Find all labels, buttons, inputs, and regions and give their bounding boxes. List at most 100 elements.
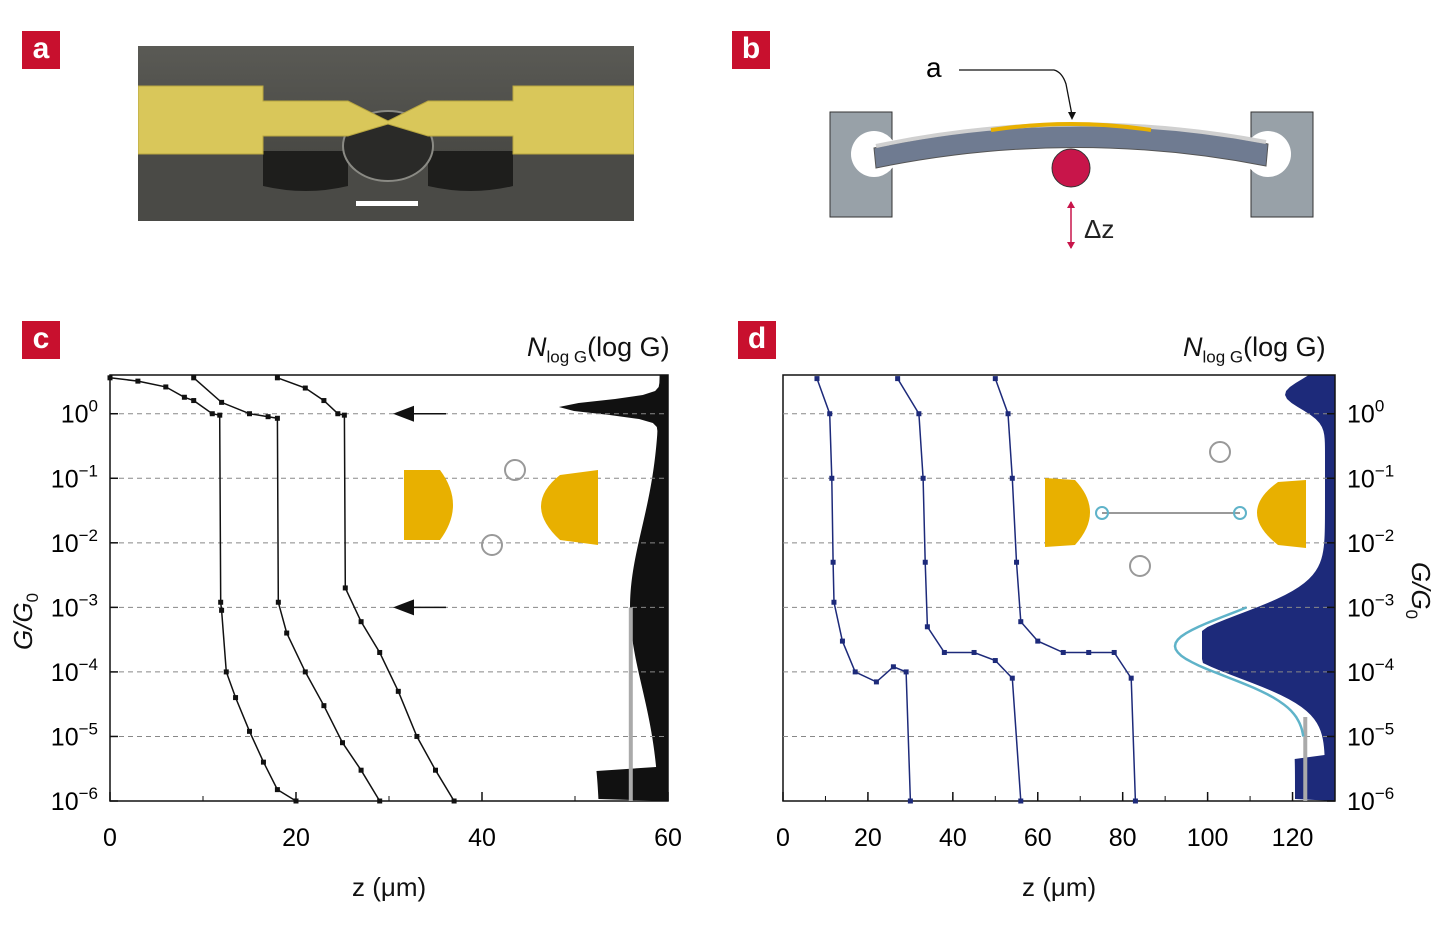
data-point-d: [1018, 798, 1024, 804]
data-point-d: [839, 638, 845, 644]
molecule-d-2: [1129, 555, 1151, 577]
histogram-c: [558, 375, 668, 801]
panel-label-c: c: [22, 321, 60, 359]
data-point-d: [1060, 649, 1066, 655]
gold-contact-strip: [990, 122, 1152, 132]
data-point-c: [260, 759, 266, 765]
data-point-d: [830, 559, 836, 565]
data-point-d: [1035, 638, 1041, 644]
data-point-c: [163, 384, 169, 390]
left-electrode-c: [404, 470, 453, 540]
data-point-c: [302, 385, 308, 391]
anchor-left-d: [1095, 506, 1109, 520]
data-point-d: [814, 376, 820, 382]
data-point-c: [342, 585, 348, 591]
y-tick-label-d: 10−4: [1347, 655, 1394, 687]
y-tick-label-d: 100: [1347, 397, 1384, 429]
y-tick-label-c: 10−5: [51, 719, 98, 751]
trace-d-1: [896, 378, 1022, 802]
data-point-c: [247, 728, 252, 734]
y-axis-title-c: G/G0: [8, 592, 43, 650]
data-point-c: [302, 669, 308, 675]
plot-frame-c: [109, 374, 669, 802]
arrow-at-1-head: [393, 405, 414, 422]
data-point-c: [135, 378, 141, 384]
y-tick-label-c: 10−1: [51, 461, 98, 493]
arrow-at-1e-3-head: [393, 599, 414, 616]
y-tick-label-d: 10−5: [1347, 719, 1394, 751]
data-point-c: [433, 767, 438, 773]
data-point-c: [451, 798, 457, 804]
x-axis-title-d: z (μm): [1022, 872, 1097, 902]
data-point-d: [1111, 649, 1117, 655]
data-point-d: [971, 649, 977, 655]
scale-bar: [356, 201, 418, 206]
y-tick-label-d: 10−2: [1347, 526, 1394, 558]
x-tick-label-c: 60: [654, 824, 682, 852]
hist-title-c: Nlog G(log G): [527, 332, 670, 367]
push-rod: [1051, 148, 1091, 188]
data-point-d: [1128, 675, 1134, 681]
data-point-d: [1132, 798, 1138, 804]
y-tick-label-c: 10−6: [51, 784, 98, 816]
data-point-d: [916, 411, 922, 417]
data-point-d: [895, 376, 901, 382]
delta-z-label: Δz: [1084, 214, 1114, 244]
left-electrode-d: [1045, 478, 1090, 547]
data-point-d: [920, 475, 926, 481]
trace-d-0: [816, 378, 912, 802]
right-electrode-d: [1257, 480, 1306, 548]
trace-c-0: [109, 377, 297, 802]
panel-label-a: a: [22, 31, 60, 69]
x-tick-label-d: 100: [1187, 824, 1229, 852]
y-tick-label-d: 10−3: [1347, 590, 1394, 622]
x-tick-label-c: 40: [468, 824, 496, 852]
data-point-d: [941, 649, 947, 655]
data-point-c: [377, 649, 383, 655]
histogram-d: [1202, 375, 1335, 801]
y-tick-label-c: 10−3: [51, 590, 98, 622]
data-point-c: [284, 630, 290, 636]
annotation-arrow: [959, 69, 1073, 116]
data-point-c: [274, 787, 280, 793]
x-tick-label-d: 80: [1109, 824, 1137, 852]
data-point-c: [340, 740, 345, 746]
data-point-d: [890, 664, 896, 670]
data-point-c: [341, 412, 347, 418]
data-point-c: [358, 619, 364, 625]
data-point-d: [831, 599, 837, 605]
data-point-c: [321, 398, 327, 404]
data-point-c: [209, 411, 215, 417]
data-point-c: [414, 733, 420, 739]
data-point-c: [218, 599, 224, 605]
data-point-c: [219, 607, 225, 613]
x-tick-label-d: 60: [1024, 824, 1052, 852]
data-point-c: [377, 798, 383, 804]
data-point-d: [827, 411, 833, 417]
data-point-c: [265, 414, 271, 420]
data-point-d: [1009, 475, 1015, 481]
y-tick-label-d: 10−1: [1347, 461, 1394, 493]
data-point-c: [107, 375, 113, 381]
panel-label-d: d: [738, 321, 776, 359]
y-tick-label-c: 10−2: [51, 526, 98, 558]
x-tick-label-d: 40: [939, 824, 967, 852]
data-point-d: [992, 376, 998, 382]
data-point-c: [191, 375, 197, 381]
sem-micrograph: [138, 46, 634, 221]
trace-c-2: [277, 377, 455, 802]
data-point-d: [924, 624, 930, 630]
data-point-c: [181, 394, 187, 400]
data-point-d: [1014, 559, 1020, 565]
data-point-d: [873, 679, 879, 685]
data-point-c: [275, 599, 281, 605]
y-tick-label-c: 100: [61, 397, 98, 429]
molecule-d-1: [1209, 441, 1231, 463]
gold-bridge: [138, 85, 634, 155]
panel-label-b: b: [732, 31, 770, 69]
data-point-c: [219, 399, 225, 405]
data-point-c: [191, 398, 197, 404]
x-tick-label-d: 0: [776, 824, 790, 852]
data-point-d: [852, 669, 858, 675]
data-point-c: [358, 767, 364, 773]
